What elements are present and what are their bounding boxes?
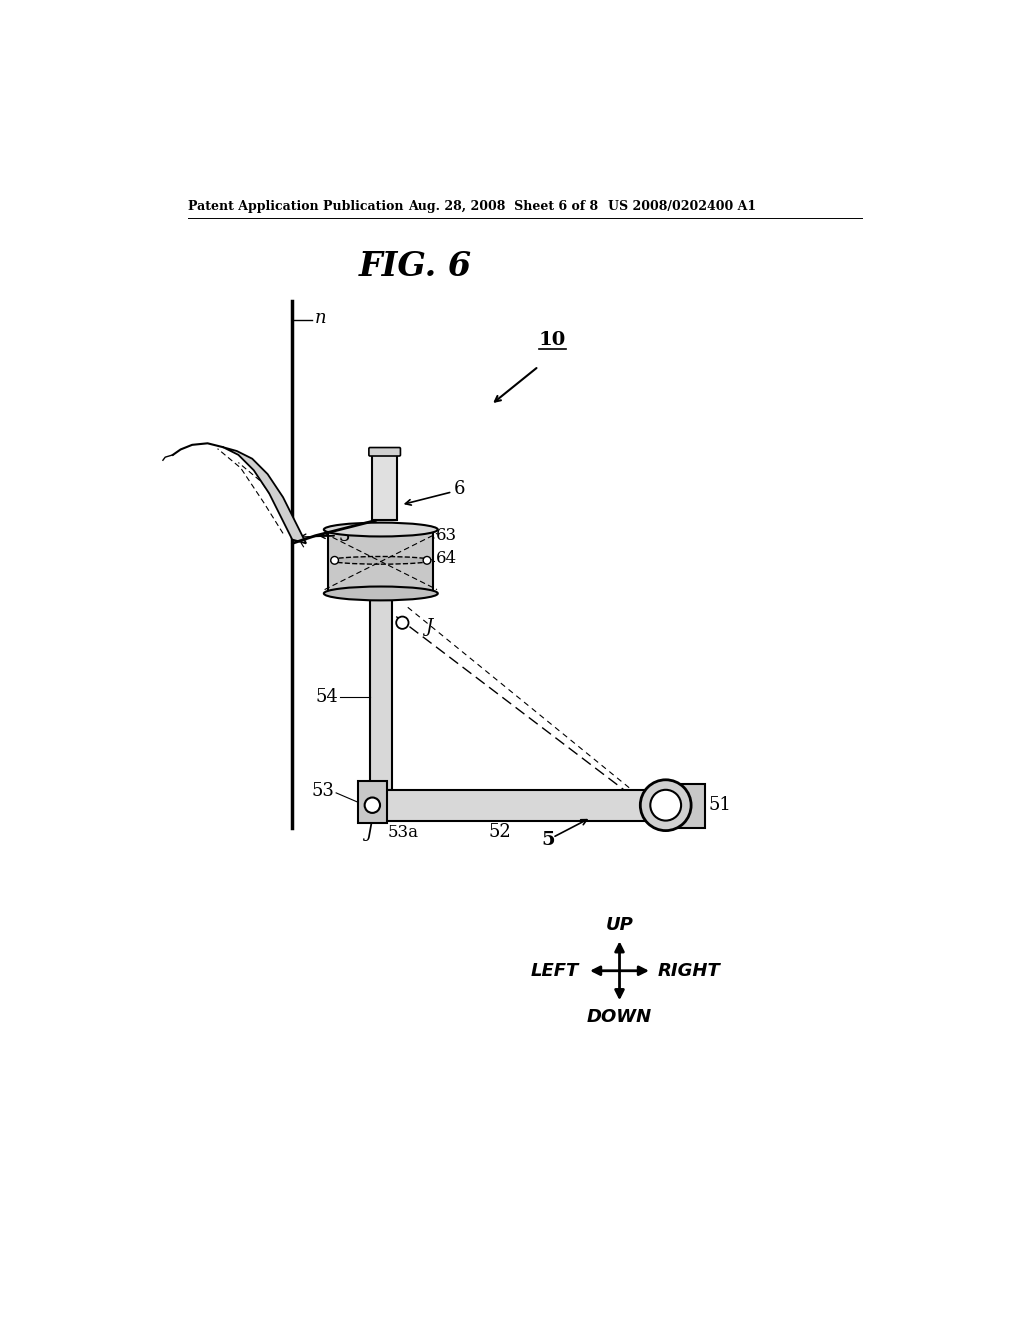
Text: 10: 10 (539, 331, 566, 350)
Text: 63: 63 (435, 527, 457, 544)
Circle shape (396, 616, 409, 628)
Text: J: J (365, 824, 372, 841)
Text: n: n (314, 309, 327, 327)
Ellipse shape (330, 557, 432, 564)
Text: LEFT: LEFT (530, 962, 579, 979)
Ellipse shape (324, 523, 438, 536)
Text: 54: 54 (315, 689, 339, 706)
FancyBboxPatch shape (369, 447, 400, 455)
Text: US 2008/0202400 A1: US 2008/0202400 A1 (608, 199, 756, 213)
Text: 6: 6 (454, 480, 466, 499)
Text: RIGHT: RIGHT (657, 962, 720, 979)
Text: 51: 51 (708, 796, 731, 814)
Circle shape (640, 780, 691, 830)
Polygon shape (223, 447, 306, 544)
Text: 52: 52 (488, 824, 512, 841)
Text: Aug. 28, 2008  Sheet 6 of 8: Aug. 28, 2008 Sheet 6 of 8 (408, 199, 598, 213)
Text: 53a: 53a (388, 824, 419, 841)
Circle shape (365, 797, 380, 813)
Circle shape (331, 557, 339, 564)
Text: 53: 53 (311, 783, 335, 800)
Circle shape (650, 789, 681, 821)
Text: DOWN: DOWN (587, 1008, 652, 1026)
Ellipse shape (324, 586, 438, 601)
Text: 64: 64 (435, 550, 457, 568)
Text: 5: 5 (542, 830, 555, 849)
Circle shape (423, 557, 431, 564)
Text: J: J (425, 618, 433, 635)
Polygon shape (360, 789, 652, 821)
Text: Patent Application Publication: Patent Application Publication (188, 199, 403, 213)
Polygon shape (373, 451, 397, 520)
Polygon shape (329, 529, 433, 594)
Polygon shape (370, 598, 391, 789)
Polygon shape (655, 784, 705, 829)
Text: UP: UP (605, 916, 634, 933)
Text: 3: 3 (339, 527, 350, 545)
Text: FIG. 6: FIG. 6 (358, 249, 472, 282)
Polygon shape (357, 780, 387, 822)
